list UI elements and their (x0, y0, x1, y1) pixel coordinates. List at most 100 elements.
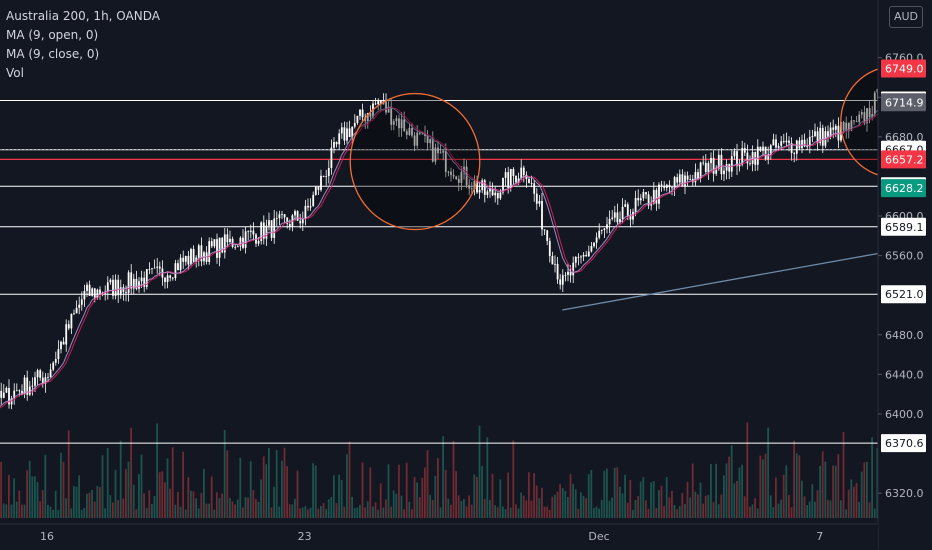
price-label: 6657.2 (885, 153, 924, 166)
candle-body (223, 234, 226, 253)
volume-bar (44, 454, 47, 518)
candle-body (405, 131, 408, 135)
candle-body (811, 135, 814, 137)
candle-body (166, 275, 169, 282)
volume-bar (473, 474, 476, 518)
candle-body (34, 377, 36, 386)
volume-bar (658, 490, 660, 518)
candle-body (5, 387, 8, 393)
volume-bar (143, 493, 145, 518)
volume-bar (556, 491, 559, 518)
volume-bar (808, 501, 811, 518)
price-label: 6714.9 (885, 96, 924, 109)
volume-bar (112, 502, 114, 518)
candle-body (138, 281, 140, 289)
volume-bar (577, 508, 580, 518)
candle-body (132, 278, 135, 289)
volume-bar (47, 504, 49, 518)
candle-body (86, 284, 88, 291)
volume-bar (330, 497, 333, 518)
candle-body (538, 200, 541, 204)
volume-bar (455, 471, 457, 518)
volume-bar (348, 441, 351, 518)
candle-body (847, 122, 850, 131)
candle-body (236, 246, 239, 248)
volume-bar (684, 504, 686, 518)
candle-body (268, 220, 270, 226)
volume-bar (504, 509, 507, 518)
volume-bar (405, 462, 408, 518)
candle-body (437, 147, 439, 154)
candle-body (257, 240, 260, 244)
volume-bar (52, 509, 54, 518)
ma-open-legend[interactable]: MA (9, open, 0) (6, 28, 99, 42)
volume-bar (31, 476, 34, 518)
volume-bar (457, 495, 460, 518)
candle-body (390, 106, 393, 125)
candle-body (112, 279, 114, 296)
volume-bar (712, 502, 715, 518)
candle-body (673, 177, 676, 188)
candle-body (489, 189, 491, 192)
candle-body (702, 162, 705, 164)
volume-bar (106, 448, 109, 518)
time-axis[interactable]: 1623Dec71421282021 (0, 523, 932, 550)
candle-body (340, 127, 343, 134)
volume-bar (499, 479, 502, 518)
volume-bar (434, 475, 437, 518)
candle-body (80, 299, 83, 305)
candle-body (460, 171, 463, 183)
volume-bar (426, 450, 429, 518)
volume-bar (730, 445, 733, 518)
volume-bar (270, 507, 273, 518)
volume-bar (478, 425, 481, 518)
volume-bar (320, 506, 322, 518)
moving-averages (0, 82, 932, 409)
volume-bar (868, 502, 871, 518)
candle-body (265, 225, 268, 239)
candle-body (387, 106, 390, 113)
candle-body (327, 168, 330, 177)
candle-body (780, 141, 783, 146)
candle-body (681, 174, 684, 187)
candle-body (408, 128, 411, 135)
volume-bar (530, 500, 533, 518)
volume-bar (548, 509, 551, 518)
symbol-title[interactable]: Australia 200, 1h, OANDA (6, 9, 160, 23)
volume-bar (790, 507, 793, 518)
volume-bar (398, 464, 400, 518)
volume-bar (832, 465, 834, 518)
price-axis[interactable]: 6760.06720.06680.06600.06560.06480.06440… (877, 0, 932, 550)
volume-bar (377, 509, 379, 518)
volume-bar (533, 472, 535, 518)
volume-bar (195, 498, 197, 518)
volume-bar (824, 461, 827, 518)
volume-bar (226, 450, 229, 518)
volume-bar (437, 458, 439, 518)
candle-body (117, 279, 120, 296)
volume-bar (876, 448, 879, 518)
candle-body (299, 220, 302, 224)
volume-bar (837, 454, 840, 518)
currency-button[interactable]: AUD (889, 6, 923, 28)
ma-close-legend[interactable]: MA (9, close, 0) (6, 47, 100, 61)
volume-bar (655, 508, 658, 518)
volume-bar (795, 453, 798, 518)
candle-body (707, 163, 710, 172)
candle-body (808, 136, 811, 147)
candle-body (403, 119, 406, 132)
candle-body (294, 211, 296, 216)
volume-bar (860, 471, 863, 518)
candle-body (522, 167, 525, 175)
candle-body (301, 218, 304, 224)
volume-legend[interactable]: Vol (6, 66, 24, 80)
candle-body (455, 176, 458, 180)
volume-bar (145, 508, 148, 518)
candle-body (717, 154, 720, 169)
candle-body (208, 241, 211, 262)
volume-bar (834, 465, 837, 518)
candle-body (283, 214, 286, 218)
volume-bar (746, 422, 749, 518)
candle-body (442, 150, 445, 153)
